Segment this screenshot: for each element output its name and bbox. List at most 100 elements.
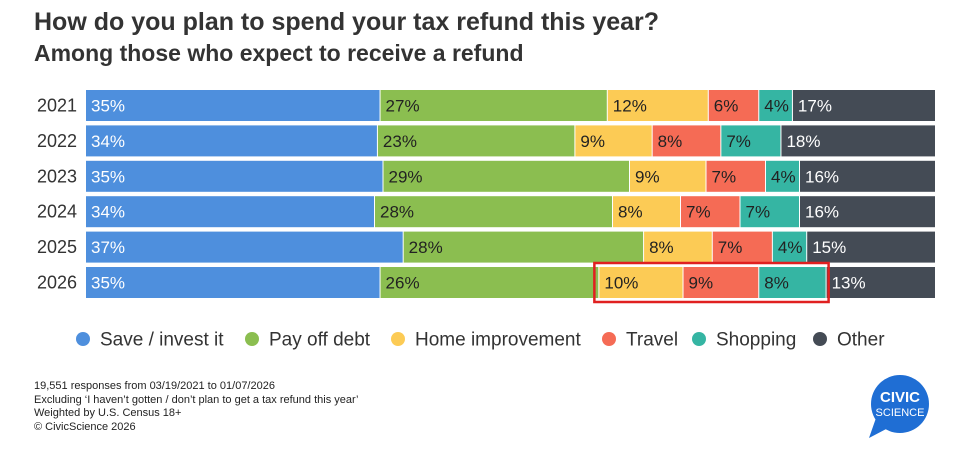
- data-label-2026-home-improvement: 10%: [604, 274, 638, 293]
- bar-segment-2023-pay-off-debt: [383, 160, 629, 192]
- chart-title: How do you plan to spend your tax refund…: [34, 8, 660, 36]
- data-label-2021-other: 17%: [798, 97, 832, 116]
- data-label-2024-pay-off-debt: 28%: [380, 203, 414, 222]
- category-label-2021: 2021: [37, 96, 77, 116]
- data-label-2022-home-improvement: 9%: [580, 132, 605, 151]
- bar-segment-2021-travel: [708, 90, 759, 121]
- category-label-2025: 2025: [37, 237, 77, 257]
- bar-segment-2022-travel: [652, 125, 721, 157]
- legend-label-pay-off-debt: Pay off debt: [269, 330, 371, 351]
- bar-segment-2021-home-improvement: [607, 90, 708, 121]
- logo-speech-tail: [869, 418, 890, 438]
- footnote-copyright: © CivicScience 2026: [34, 420, 136, 433]
- legend-label-save-invest-it: Save / invest it: [100, 330, 224, 351]
- legend-label-travel: Travel: [626, 330, 678, 351]
- bar-segment-2022-other: [781, 125, 935, 157]
- data-label-2025-shopping: 4%: [778, 238, 803, 257]
- category-label-2022: 2022: [37, 131, 77, 151]
- bar-segment-2026-other: [826, 267, 935, 298]
- data-label-2026-save-invest-it: 35%: [91, 274, 125, 293]
- data-label-2026-shopping: 8%: [764, 274, 789, 293]
- bar-segment-2025-pay-off-debt: [403, 231, 644, 263]
- bar-segment-2026-travel: [683, 267, 759, 298]
- data-label-2025-pay-off-debt: 28%: [409, 238, 443, 257]
- legend-swatch-save-invest-it: [76, 332, 90, 346]
- stacked-bar-chart: 2021 35% 27% 12% 6% 4% 17% 2022 34% 23% 9% 8% 7% 18% 2…: [37, 90, 935, 351]
- bar-segment-2026-save-invest-it: [86, 267, 380, 298]
- legend-swatch-travel: [602, 332, 616, 346]
- data-label-2022-other: 18%: [786, 132, 820, 151]
- data-label-2023-shopping: 4%: [771, 167, 796, 186]
- category-label-2023: 2023: [37, 166, 77, 186]
- legend-label-shopping: Shopping: [716, 330, 796, 351]
- bar-segment-2021-pay-off-debt: [380, 90, 607, 121]
- footnotes: 19,551 responses from 03/19/2021 to 01/0…: [34, 380, 359, 434]
- data-label-2025-home-improvement: 8%: [649, 238, 674, 257]
- logo-text-civic: CIVIC: [880, 389, 920, 406]
- bar-segment-2023-save-invest-it: [86, 160, 383, 192]
- data-label-2024-shopping: 7%: [746, 203, 771, 222]
- bar-segment-2024-travel: [681, 196, 740, 228]
- bar-segment-2026-shopping: [759, 267, 826, 298]
- data-label-2023-other: 16%: [805, 167, 839, 186]
- data-label-2021-home-improvement: 12%: [613, 97, 647, 116]
- data-label-2024-travel: 7%: [686, 203, 711, 222]
- bar-segment-2023-shopping: [766, 160, 799, 192]
- bar-segment-2024-pay-off-debt: [375, 196, 612, 228]
- legend-label-home-improvement: Home improvement: [415, 330, 581, 351]
- data-label-2023-home-improvement: 9%: [635, 167, 660, 186]
- bar-segment-2023-home-improvement: [630, 160, 706, 192]
- footnote-weighting: Weighted by U.S. Census 18+: [34, 407, 182, 419]
- bar-segment-2022-pay-off-debt: [377, 125, 575, 157]
- footnote-exclusion: Excluding ‘I haven’t gotten / don’t plan…: [34, 393, 359, 406]
- data-label-2022-pay-off-debt: 23%: [383, 132, 417, 151]
- legend-label-other: Other: [837, 330, 885, 351]
- bar-segment-2023-other: [800, 160, 935, 192]
- data-label-2025-save-invest-it: 37%: [91, 238, 125, 257]
- data-label-2023-pay-off-debt: 29%: [389, 167, 423, 186]
- highlight-box: [593, 261, 830, 304]
- bar-segment-2025-travel: [712, 231, 772, 263]
- bar-segment-2024-home-improvement: [613, 196, 680, 228]
- bar-segment-2024-save-invest-it: [86, 196, 374, 228]
- legend-swatch-pay-off-debt: [245, 332, 259, 346]
- data-label-2026-travel: 9%: [689, 274, 714, 293]
- bar-segment-2025-shopping: [772, 231, 807, 263]
- data-label-2026-pay-off-debt: 26%: [386, 274, 420, 293]
- bar-segment-2026-pay-off-debt: [380, 267, 599, 298]
- data-label-2026-other: 13%: [832, 274, 866, 293]
- data-label-2021-travel: 6%: [714, 97, 739, 116]
- legend-swatch-other: [813, 332, 827, 346]
- data-label-2024-other: 16%: [805, 203, 839, 222]
- bar-segment-2026-home-improvement: [599, 267, 683, 298]
- footnote-responses: 19,551 responses from 03/19/2021 to 01/0…: [34, 380, 275, 392]
- logo-circle: [871, 375, 929, 433]
- data-label-2023-save-invest-it: 35%: [91, 167, 125, 186]
- bar-segment-2024-other: [800, 196, 935, 228]
- bar-segment-2021-shopping: [759, 90, 792, 121]
- bar-segment-2022-home-improvement: [575, 125, 652, 157]
- bar-segment-2022-shopping: [721, 125, 781, 157]
- legend-swatch-home-improvement: [391, 332, 405, 346]
- bar-segment-2025-other: [807, 231, 935, 263]
- bar-segment-2021-other: [792, 90, 935, 121]
- bar-segment-2021-save-invest-it: [86, 90, 380, 121]
- bar-segment-2022-save-invest-it: [86, 125, 377, 157]
- civicscience-logo: CIVIC SCIENCE: [869, 375, 929, 438]
- data-label-2025-travel: 7%: [718, 238, 743, 257]
- data-label-2022-travel: 8%: [658, 132, 683, 151]
- data-label-2021-pay-off-debt: 27%: [386, 97, 420, 116]
- chart-subtitle: Among those who expect to receive a refu…: [34, 40, 524, 66]
- data-label-2024-home-improvement: 8%: [618, 203, 643, 222]
- data-label-2021-shopping: 4%: [764, 97, 789, 116]
- category-label-2026: 2026: [37, 273, 77, 293]
- data-label-2022-save-invest-it: 34%: [91, 132, 125, 151]
- data-label-2024-save-invest-it: 34%: [91, 203, 125, 222]
- logo-text-science: SCIENCE: [876, 407, 925, 419]
- data-label-2022-shopping: 7%: [726, 132, 751, 151]
- data-label-2025-other: 15%: [812, 238, 846, 257]
- legend-swatch-shopping: [692, 332, 706, 346]
- bar-segment-2023-travel: [706, 160, 765, 192]
- data-label-2021-save-invest-it: 35%: [91, 97, 125, 116]
- bar-segment-2025-home-improvement: [644, 231, 712, 263]
